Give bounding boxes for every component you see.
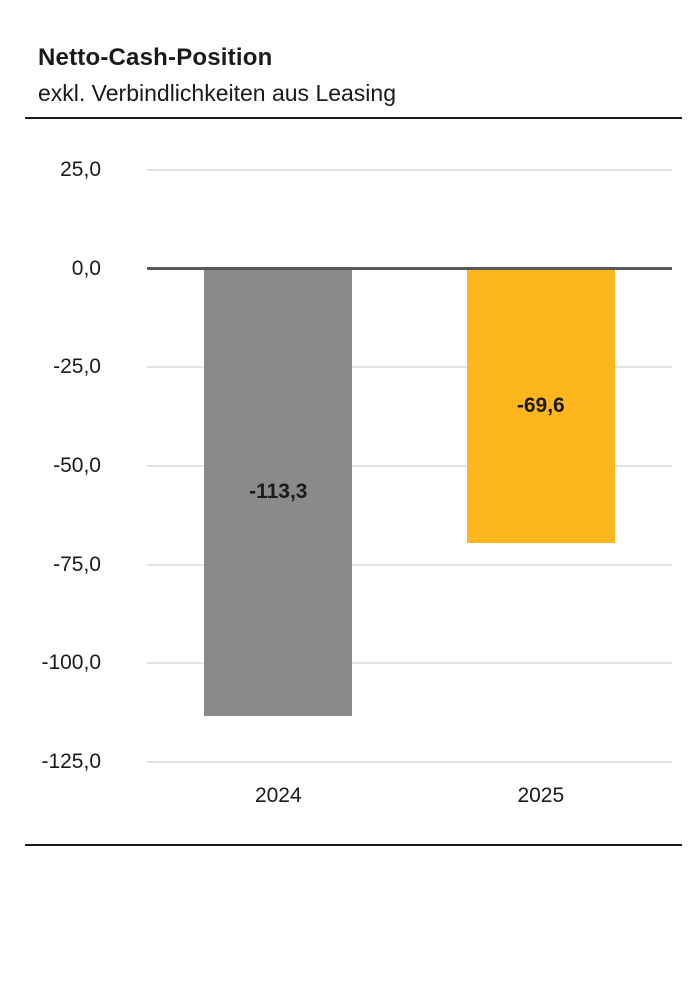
gridline [147, 366, 672, 369]
y-tick-label: -25,0 [53, 355, 101, 379]
y-axis: 25,0 0,0 -25,0 -50,0 -75,0 -100,0 -125,0 [0, 158, 101, 773]
footer-divider [25, 844, 682, 846]
x-category-label: 2024 [254, 784, 302, 807]
y-tick-label: 0,0 [71, 256, 101, 280]
gridline [147, 465, 672, 467]
chart-subtitle: exkl. Verbindlichkeiten aus Leasing [38, 80, 397, 106]
gridline [147, 169, 672, 171]
bar-value-label: -113,3 [249, 480, 308, 504]
bar-value-label: -69,6 [516, 394, 565, 418]
gridline [147, 761, 672, 763]
zero-axis-line [147, 266, 672, 270]
gridline [147, 563, 672, 566]
y-tick-label: -125,0 [41, 750, 101, 773]
x-category-label: 2025 [517, 784, 565, 807]
x-axis: 2024 2025 [147, 784, 672, 814]
y-tick-label: -50,0 [53, 454, 101, 477]
y-tick-label: 25,0 [60, 158, 101, 181]
header-divider [25, 117, 682, 119]
plot-area: -113,3 -69,6 [147, 169, 672, 763]
y-tick-label: -100,0 [41, 651, 101, 675]
y-tick-label: -75,0 [53, 552, 101, 576]
bar-2025: -69,6 [466, 268, 615, 544]
chart-title: Netto-Cash-Position [38, 44, 273, 71]
gridline [147, 662, 672, 665]
bar-2024: -113,3 [204, 268, 353, 716]
